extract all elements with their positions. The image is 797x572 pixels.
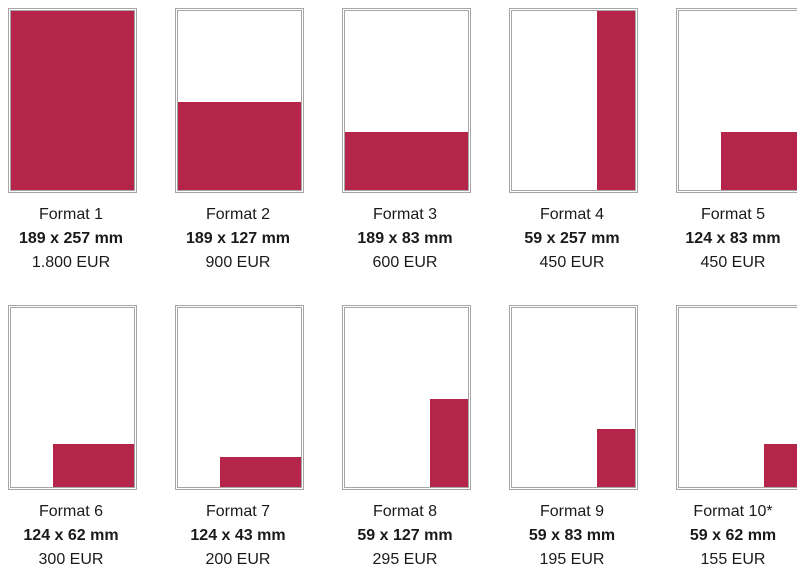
format-title: Format 8 bbox=[372, 503, 437, 520]
page-frame bbox=[175, 8, 304, 193]
format-caption: Format 10* 59 x 62 mm 155 EUR bbox=[669, 500, 797, 572]
format-size: 124 x 62 mm bbox=[23, 527, 119, 544]
page-frame bbox=[8, 8, 137, 193]
format-title: Format 3 bbox=[372, 206, 437, 223]
format-price: 200 EUR bbox=[205, 551, 271, 568]
format-size: 59 x 257 mm bbox=[524, 230, 620, 247]
format-title: Format 6 bbox=[38, 503, 103, 520]
format-price: 450 EUR bbox=[539, 254, 605, 271]
format-title: Format 1 bbox=[38, 206, 103, 223]
format-title: Format 2 bbox=[205, 206, 270, 223]
format-caption: Format 4 59 x 257 mm 450 EUR bbox=[502, 203, 642, 275]
page-frame bbox=[175, 305, 304, 490]
ad-area bbox=[220, 457, 301, 487]
ad-area bbox=[11, 11, 134, 190]
format-title: Format 7 bbox=[205, 503, 270, 520]
format-size: 189 x 257 mm bbox=[18, 230, 124, 247]
format-title: Format 5 bbox=[700, 206, 765, 223]
format-price: 1.800 EUR bbox=[31, 254, 111, 271]
format-size: 189 x 83 mm bbox=[357, 230, 453, 247]
format-price: 450 EUR bbox=[700, 254, 766, 271]
page-frame bbox=[8, 305, 137, 490]
ad-area bbox=[597, 11, 635, 190]
format-caption: Format 6 124 x 62 mm 300 EUR bbox=[1, 500, 141, 572]
format-size: 59 x 62 mm bbox=[689, 527, 777, 544]
format-title: Format 9 bbox=[539, 503, 604, 520]
format-caption: Format 1 189 x 257 mm 1.800 EUR bbox=[1, 203, 141, 275]
format-size: 124 x 43 mm bbox=[190, 527, 286, 544]
format-size: 59 x 83 mm bbox=[528, 527, 616, 544]
ad-area bbox=[430, 399, 468, 487]
format-caption: Format 8 59 x 127 mm 295 EUR bbox=[335, 500, 475, 572]
format-caption: Format 9 59 x 83 mm 195 EUR bbox=[502, 500, 642, 572]
format-title: Format 10* bbox=[693, 503, 773, 520]
ad-area bbox=[345, 132, 468, 190]
format-title: Format 4 bbox=[539, 206, 604, 223]
format-size: 124 x 83 mm bbox=[685, 230, 781, 247]
format-caption: Format 3 189 x 83 mm 600 EUR bbox=[335, 203, 475, 275]
page-frame bbox=[342, 8, 471, 193]
format-price: 600 EUR bbox=[372, 254, 438, 271]
page-frame bbox=[676, 305, 797, 490]
format-price: 155 EUR bbox=[700, 551, 766, 568]
page-frame bbox=[509, 8, 638, 193]
format-caption: Format 2 189 x 127 mm 900 EUR bbox=[168, 203, 308, 275]
format-size: 189 x 127 mm bbox=[185, 230, 291, 247]
format-price: 195 EUR bbox=[539, 551, 605, 568]
page-frame bbox=[342, 305, 471, 490]
format-price: 295 EUR bbox=[372, 551, 438, 568]
ad-area bbox=[178, 102, 301, 190]
ad-area bbox=[764, 444, 797, 487]
ad-area bbox=[53, 444, 134, 487]
ad-area bbox=[721, 132, 797, 190]
format-caption: Format 7 124 x 43 mm 200 EUR bbox=[168, 500, 308, 572]
page-frame bbox=[676, 8, 797, 193]
format-price: 300 EUR bbox=[38, 551, 104, 568]
format-caption: Format 5 124 x 83 mm 450 EUR bbox=[669, 203, 797, 275]
format-price: 900 EUR bbox=[205, 254, 271, 271]
page-frame bbox=[509, 305, 638, 490]
ad-area bbox=[597, 429, 635, 487]
format-size: 59 x 127 mm bbox=[357, 527, 453, 544]
